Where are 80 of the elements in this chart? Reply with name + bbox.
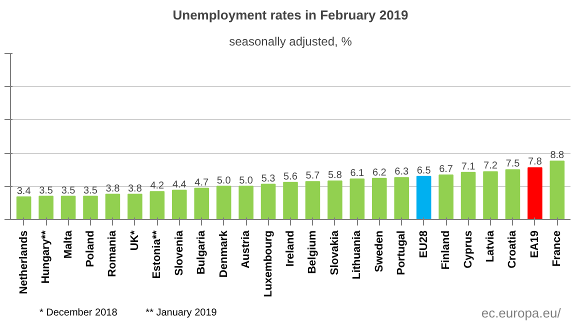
data-label: 5.6 — [284, 171, 298, 182]
bar — [172, 190, 187, 220]
x-tick-label: Hungary** — [40, 230, 52, 284]
data-label: 7.2 — [484, 160, 498, 172]
bar — [438, 174, 454, 220]
bar — [38, 196, 54, 220]
data-label: 4.2 — [150, 180, 165, 192]
data-label: 5.0 — [239, 175, 254, 186]
bar — [194, 188, 209, 220]
data-label: 6.2 — [372, 167, 387, 178]
bar — [283, 182, 298, 220]
data-label: 6.7 — [439, 164, 454, 176]
data-label: 3.5 — [39, 185, 54, 196]
x-tick-label: Sweden — [373, 230, 386, 272]
bar — [528, 167, 542, 220]
x-tick-label: Poland — [84, 230, 96, 268]
data-label: 5.8 — [328, 170, 342, 181]
x-tick-label: Malta — [62, 230, 74, 259]
bar — [128, 194, 142, 220]
data-label: 5.7 — [306, 170, 320, 182]
data-label: 3.5 — [84, 185, 98, 196]
data-label: 3.8 — [128, 183, 142, 194]
x-tick-label: Portugal — [396, 230, 408, 276]
data-label: 7.5 — [506, 158, 520, 170]
text: * December 2018 — [39, 308, 118, 318]
data-label: 6.3 — [394, 166, 409, 178]
bar — [60, 196, 76, 220]
x-tick-label: Ireland — [284, 230, 296, 267]
x-tick-label: Bulgaria — [196, 230, 208, 275]
data-label: 6.1 — [350, 168, 365, 179]
bar — [505, 169, 520, 220]
data-label: 5.3 — [261, 173, 276, 184]
x-tick-label: Luxembourg — [262, 230, 274, 298]
bar — [260, 184, 276, 220]
data-label: 3.4 — [16, 186, 32, 197]
x-tick-label: Cyprus — [462, 230, 474, 268]
x-tick-label: Netherlands — [18, 230, 30, 294]
x-tick-label: Denmark — [218, 230, 230, 278]
x-tick-label: Finland — [440, 230, 452, 270]
chart-title: Unemployment rates in February 2019 — [172, 8, 408, 22]
bar — [150, 191, 165, 220]
chart-subtitle: seasonally adjusted, % — [229, 34, 352, 48]
x-tick-label: Romania — [106, 230, 119, 277]
x-tick-label: EU28 — [418, 230, 430, 258]
x-tick-label: Latvia — [484, 230, 496, 262]
x-tick-label: Austria — [240, 230, 252, 268]
bar — [372, 178, 387, 220]
data-label: 4.7 — [194, 177, 209, 188]
data-label: 5.0 — [216, 175, 232, 186]
x-tick-label: EA19 — [528, 230, 541, 258]
x-tick-label: UK* — [128, 230, 141, 251]
bar — [550, 160, 565, 220]
data-label: 4.4 — [172, 179, 187, 190]
text: ** January 2019 — [146, 308, 218, 318]
bar — [483, 171, 498, 220]
bar — [328, 180, 342, 220]
bar — [16, 196, 32, 220]
data-label: 7.8 — [528, 156, 542, 168]
x-tick-label: Slovakia — [328, 230, 341, 276]
data-label: 3.8 — [106, 183, 120, 194]
data-label: 7.1 — [461, 161, 476, 172]
x-tick-label: Slovenia — [173, 230, 186, 276]
x-tick-label: Belgium — [306, 230, 319, 274]
bar — [416, 176, 432, 220]
bar — [216, 186, 232, 220]
data-label: 8.8 — [550, 150, 565, 162]
bar — [105, 194, 120, 220]
data-label: 3.5 — [61, 185, 76, 196]
x-tick-label: Lithuania — [351, 230, 364, 280]
bar — [394, 177, 409, 220]
x-tick-label: Croatia — [506, 230, 519, 268]
bar — [350, 178, 365, 220]
x-tick-label: Estonia** — [151, 230, 164, 279]
data-label: 6.5 — [416, 165, 432, 176]
bar — [83, 196, 98, 220]
bar — [460, 172, 476, 220]
bar — [238, 186, 254, 220]
x-tick-label: France — [551, 230, 564, 267]
text: ec.europa.eu/ — [481, 306, 562, 320]
bar — [305, 181, 320, 220]
